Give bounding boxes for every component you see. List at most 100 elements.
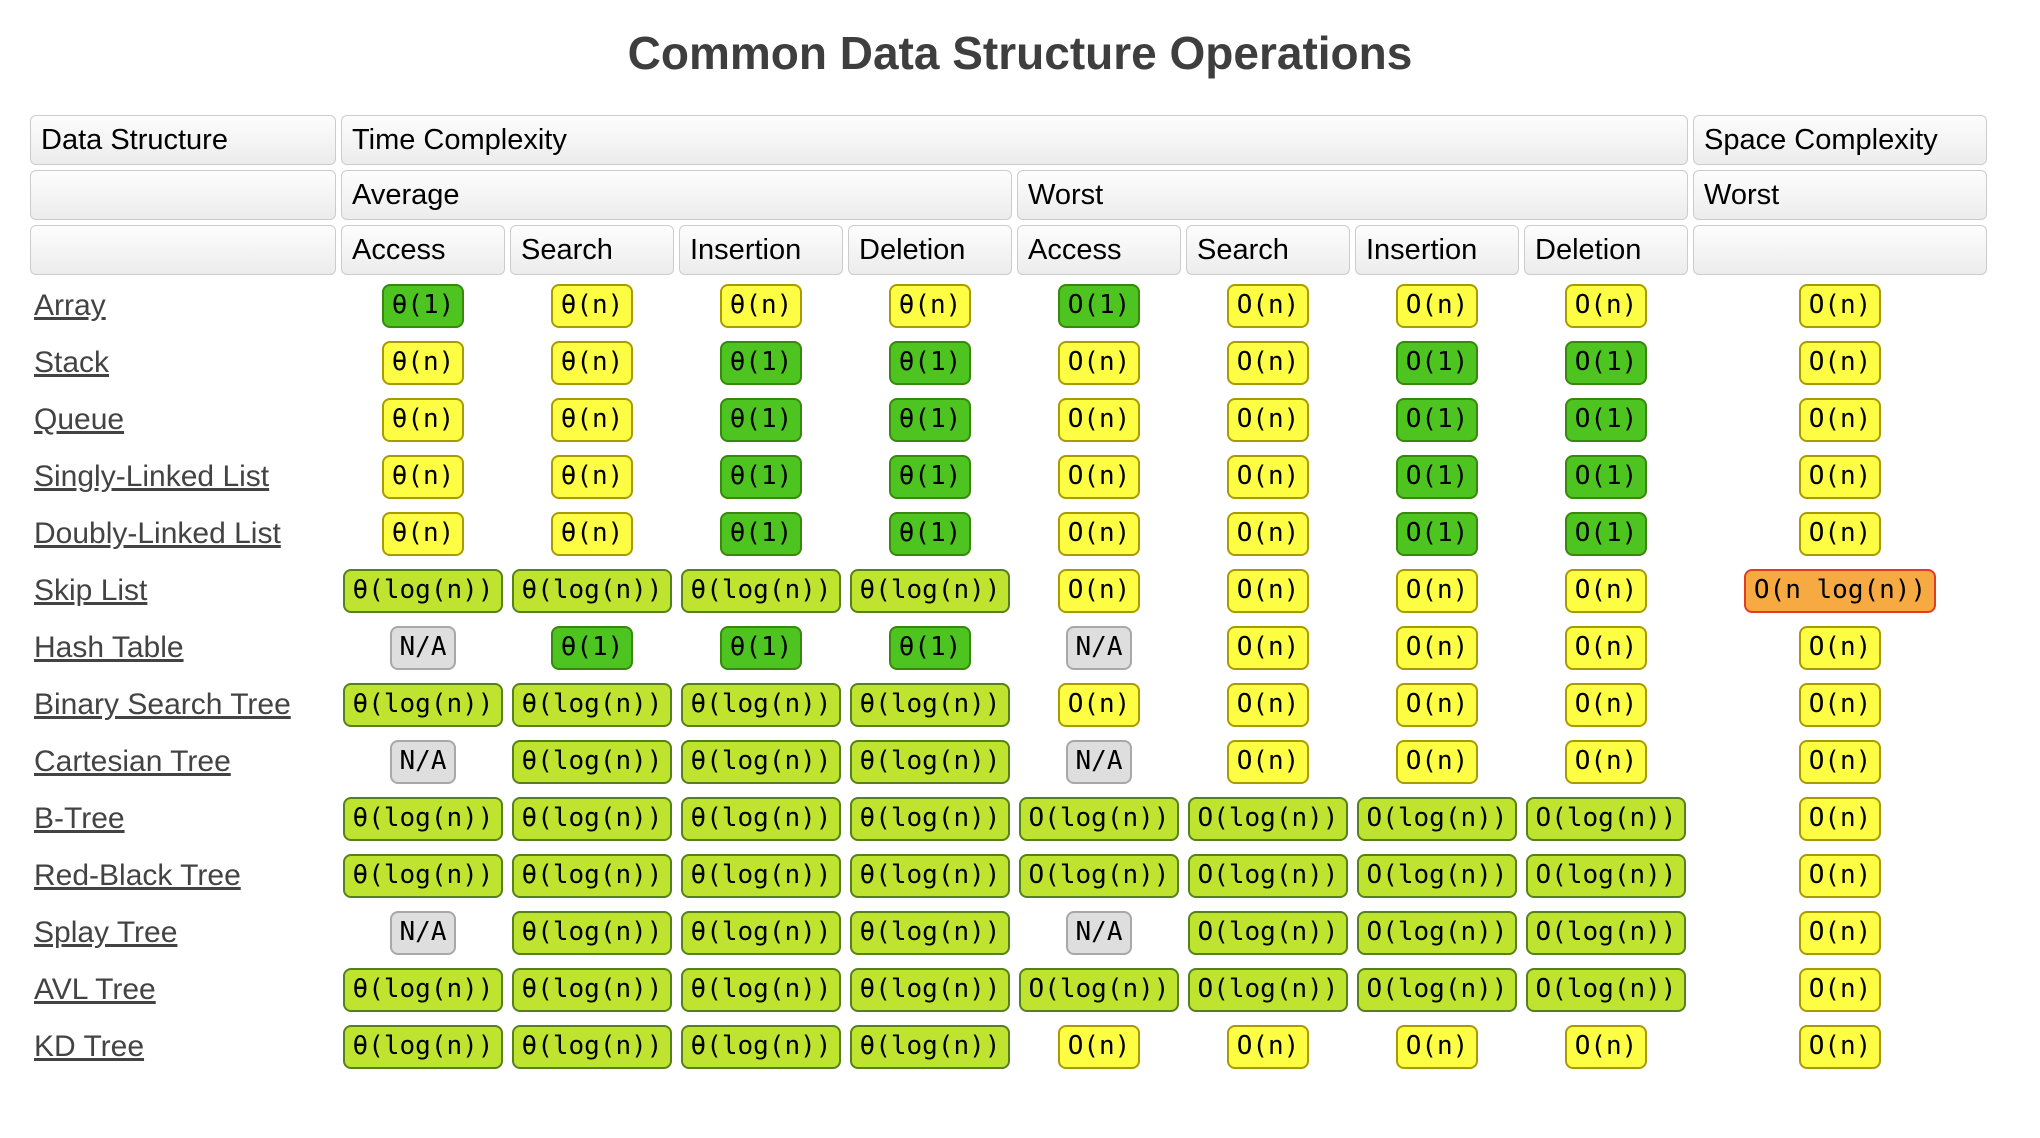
complexity-cell: O(n) [1355,622,1519,674]
header-space-worst: Worst [1693,170,1987,220]
complexity-chip: θ(n) [719,284,803,328]
complexity-cell: O(1) [1524,337,1688,389]
complexity-cell: O(n) [1186,337,1350,389]
row-label-cell: KD Tree [30,1021,336,1073]
complexity-chip: θ(log(n)) [680,797,842,841]
complexity-chip: θ(n) [888,284,972,328]
complexity-chip: θ(n) [550,455,634,499]
row-link-skip-list[interactable]: Skip List [34,574,148,607]
complexity-cell: O(n) [1017,337,1181,389]
complexity-chip: O(n) [1798,398,1882,442]
complexity-chip: O(n) [1798,740,1882,784]
complexity-chip: θ(log(n)) [849,1025,1011,1069]
row-link-hash-table[interactable]: Hash Table [34,631,184,664]
complexity-chip: O(n) [1057,683,1141,727]
complexity-cell: θ(log(n)) [679,1021,843,1073]
complexity-cell: θ(1) [679,508,843,560]
row-link-kd-tree[interactable]: KD Tree [34,1030,145,1063]
ops-header-row: Access Search Insertion Deletion Access Searc… [30,225,1987,275]
header-empty-cell [1693,225,1987,275]
row-label-cell: Red-Black Tree [30,850,336,902]
row-link-binary-search-tree[interactable]: Binary Search Tree [34,688,291,721]
complexity-chip: O(n) [1226,626,1310,670]
complexity-cell: N/A [1017,736,1181,788]
complexity-cell: O(n) [1355,280,1519,332]
complexity-cell: θ(1) [679,394,843,446]
row-link-stack[interactable]: Stack [34,346,110,379]
table-row: Splay Tree N/A θ(log(n)) θ(log(n)) θ(log(n))… [30,907,1987,959]
row-link-queue[interactable]: Queue [34,403,125,436]
complexity-chip: O(log(n)) [1018,797,1180,841]
complexity-chip: O(n) [1226,398,1310,442]
complexity-chip: θ(1) [888,455,972,499]
row-link-splay-tree[interactable]: Splay Tree [34,916,178,949]
complexity-chip: θ(n) [381,341,465,385]
complexity-cell: O(n) [1524,679,1688,731]
complexity-cell: O(n) [1355,1021,1519,1073]
row-link-cartesian-tree[interactable]: Cartesian Tree [34,745,231,778]
complexity-cell: θ(log(n)) [510,679,674,731]
complexity-chip: O(n log(n)) [1743,569,1937,613]
row-label-cell: Splay Tree [30,907,336,959]
complexity-cell: θ(n) [510,451,674,503]
table-row: KD Tree θ(log(n)) θ(log(n)) θ(log(n)) θ(log(… [30,1021,1987,1073]
row-link-avl-tree[interactable]: AVL Tree [34,973,156,1006]
complexity-cell: θ(n) [848,280,1012,332]
complexity-chip: O(n) [1057,1025,1141,1069]
complexity-cell: O(n) [1186,565,1350,617]
complexity-cell: θ(1) [848,337,1012,389]
complexity-cell: O(n) [1693,451,1987,503]
row-link-array[interactable]: Array [34,289,106,322]
complexity-cell: O(log(n)) [1017,850,1181,902]
complexity-cell: θ(1) [848,394,1012,446]
header-time-complexity: Time Complexity [341,115,1688,165]
complexity-chip: O(n) [1226,512,1310,556]
complexity-chip: O(n) [1798,512,1882,556]
complexity-chip: θ(log(n)) [849,740,1011,784]
complexity-cell: O(n) [1693,850,1987,902]
row-link-red-black-tree[interactable]: Red-Black Tree [34,859,241,892]
complexity-cell: θ(1) [848,508,1012,560]
complexity-cell: O(n) [1693,337,1987,389]
complexity-cell: θ(n) [341,451,505,503]
complexity-cell: O(n) [1186,394,1350,446]
row-link-b-tree[interactable]: B-Tree [34,802,125,835]
complexity-cell: θ(log(n)) [848,736,1012,788]
row-label-cell: Queue [30,394,336,446]
complexity-chip: θ(1) [550,626,634,670]
complexity-chip: θ(n) [381,512,465,556]
complexity-chip: O(1) [1564,455,1648,499]
complexity-chip: O(log(n)) [1187,797,1349,841]
complexity-cell: O(n) [1693,622,1987,674]
complexity-cell: θ(log(n)) [848,793,1012,845]
op-header-access-average: Access [341,225,505,275]
complexity-cell: θ(log(n)) [341,793,505,845]
complexity-cell: O(n) [1186,736,1350,788]
op-header-search-average: Search [510,225,674,275]
complexity-cell: θ(log(n)) [510,736,674,788]
row-label-cell: B-Tree [30,793,336,845]
complexity-chip: θ(log(n)) [849,854,1011,898]
complexity-cell: O(n) [1355,736,1519,788]
table-row: Doubly-Linked List θ(n) θ(n) θ(1) θ(1) O(n) O(… [30,508,1987,560]
row-link-doubly-linked-list[interactable]: Doubly-Linked List [34,517,281,550]
complexity-chip: θ(1) [888,626,972,670]
complexity-cell: O(n) [1524,565,1688,617]
complexity-cell: O(log(n)) [1186,793,1350,845]
complexity-chip: θ(log(n)) [342,797,504,841]
complexity-chip: θ(n) [381,398,465,442]
complexity-cell: O(log(n)) [1524,793,1688,845]
complexity-cell: O(n) [1524,736,1688,788]
complexity-cell: O(n) [1186,679,1350,731]
complexity-chip: θ(log(n)) [342,569,504,613]
complexity-cell: O(log(n)) [1524,907,1688,959]
header-empty-cell [30,170,336,220]
complexity-chip: θ(log(n)) [680,854,842,898]
complexity-chip: O(log(n)) [1187,968,1349,1012]
complexity-chip: θ(log(n)) [849,683,1011,727]
complexity-cell: O(n) [1186,1021,1350,1073]
complexity-cell: θ(log(n)) [341,964,505,1016]
op-header-search-worst: Search [1186,225,1350,275]
row-link-singly-linked-list[interactable]: Singly-Linked List [34,460,270,493]
complexity-cell: θ(log(n)) [679,964,843,1016]
